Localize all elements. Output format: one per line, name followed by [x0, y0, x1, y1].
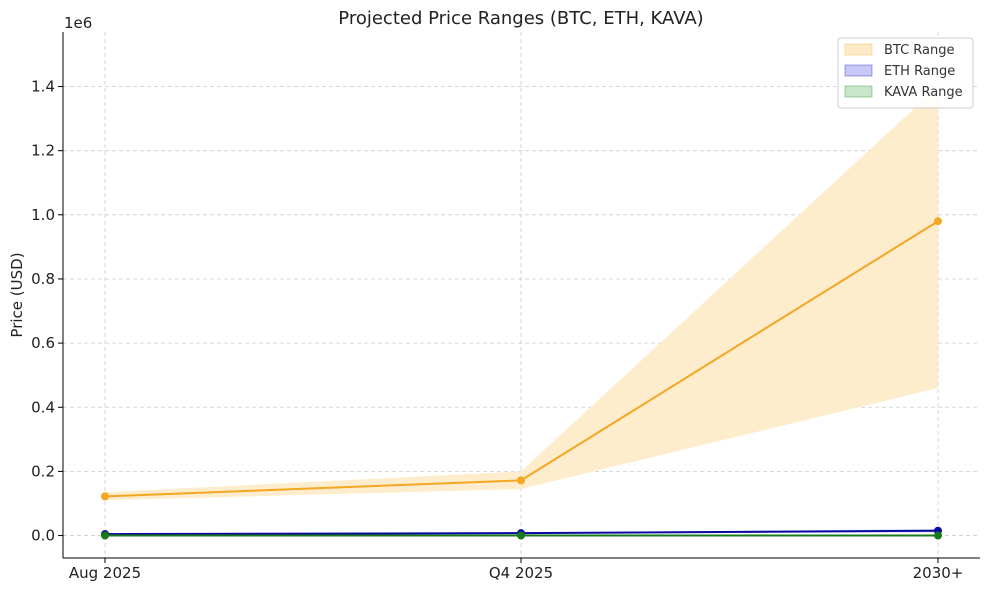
x-tick-label: Q4 2025 — [489, 564, 553, 582]
series-lines — [101, 217, 942, 540]
y-tick-label: 1.4 — [31, 78, 55, 96]
kava-range-legend-label: KAVA Range — [884, 85, 963, 100]
y-tick-label: 0.8 — [31, 270, 55, 288]
kava-range-legend-swatch — [844, 85, 873, 98]
y-axis-title: Price (USD) — [8, 252, 26, 337]
kava-range-point — [101, 531, 109, 540]
y-tick-label: 1.0 — [31, 206, 55, 224]
range-bands — [105, 86, 938, 536]
btc-range-point — [517, 476, 525, 485]
kava-range-point — [517, 531, 525, 540]
eth-range-legend-label: ETH Range — [884, 64, 955, 79]
x-tick-label: Aug 2025 — [69, 564, 141, 582]
btc-range-legend-label: BTC Range — [884, 43, 955, 58]
y-tick-label: 0.0 — [31, 527, 55, 545]
eth-range-legend-swatch — [844, 64, 873, 77]
btc-range-point — [934, 217, 942, 226]
chart-title: Projected Price Ranges (BTC, ETH, KAVA) — [338, 8, 703, 29]
btc-range-legend-swatch — [844, 43, 873, 56]
btc-range-band — [105, 86, 938, 501]
y-axis-multiplier: 1e6 — [64, 14, 92, 32]
kava-range-point — [934, 531, 942, 540]
y-tick-label: 0.2 — [31, 462, 55, 480]
ticks: 0.0 0.2 0.4 0.6 0.8 1.0 1.2 1.4 Aug 2025 Q4 2025 2… — [31, 78, 963, 582]
x-tick-label: 2030+ — [913, 564, 964, 582]
btc-range-point — [101, 492, 109, 501]
y-tick-label: 1.2 — [31, 142, 55, 160]
legend: BTC Range ETH Range KAVA Range — [837, 37, 974, 109]
y-tick-label: 0.6 — [31, 334, 55, 352]
y-tick-label: 0.4 — [31, 398, 55, 416]
